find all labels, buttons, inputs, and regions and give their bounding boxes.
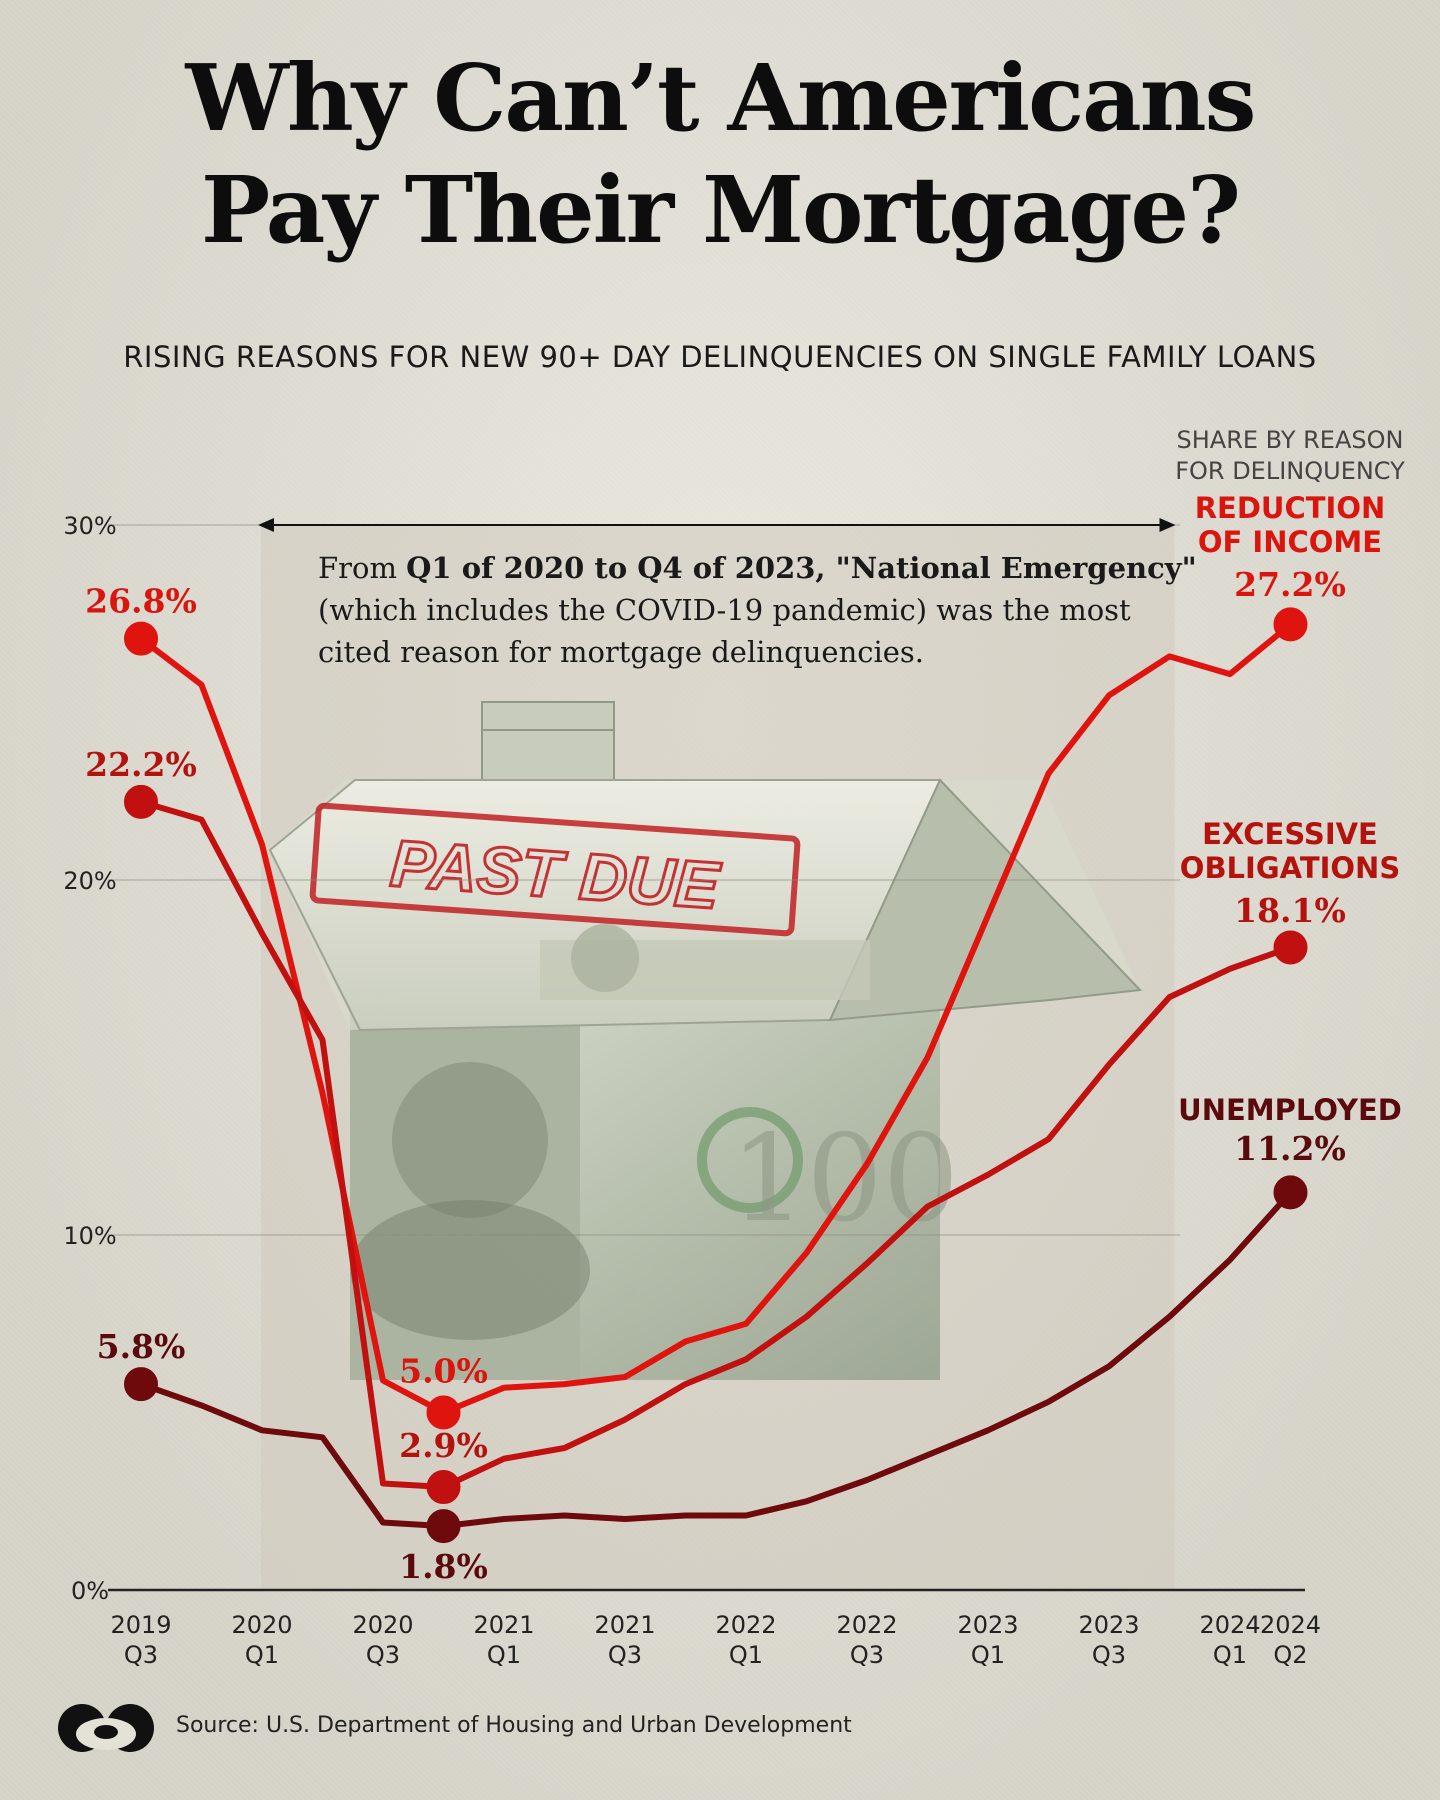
x-tick-year: 2020 <box>231 1611 292 1639</box>
arrow-head-left <box>258 518 274 532</box>
publisher-logo-icon <box>58 1704 154 1752</box>
x-tick-quarter: Q1 <box>729 1641 763 1669</box>
svg-text:100: 100 <box>730 1110 959 1249</box>
x-tick-year: 2023 <box>1078 1611 1139 1639</box>
arrow-head-right <box>1159 518 1176 532</box>
highlight-range-arrow <box>258 518 1176 532</box>
x-tick-year: 2024 <box>1199 1611 1260 1639</box>
end-value-label: 11.2% <box>1234 1129 1346 1168</box>
series-name-line1: UNEMPLOYED <box>1178 1093 1402 1127</box>
series-name-line2: OF INCOME <box>1198 525 1382 559</box>
series-name-line2: OBLIGATIONS <box>1180 851 1400 885</box>
annotation-line2: (which includes the COVID-19 pandemic) w… <box>318 593 1131 627</box>
x-tick-quarter: Q3 <box>850 1641 884 1669</box>
annotation-line1-bold: Q1 of 2020 to Q4 of 2023, "National Emer… <box>406 551 1197 585</box>
y-tick-label: 20% <box>63 867 116 895</box>
x-tick-quarter: Q3 <box>366 1641 400 1669</box>
data-point <box>1273 1175 1308 1210</box>
x-tick-quarter: Q1 <box>1213 1641 1247 1669</box>
data-point <box>124 1367 158 1402</box>
x-tick-quarter: Q1 <box>971 1641 1005 1669</box>
x-tick-quarter: Q2 <box>1273 1641 1307 1669</box>
trough-value-label: 5.0% <box>399 1352 488 1391</box>
data-point <box>426 1470 461 1505</box>
x-tick-year: 2020 <box>352 1611 413 1639</box>
start-value-label: 26.8% <box>85 582 197 621</box>
start-value-label: 5.8% <box>97 1327 186 1366</box>
data-point <box>124 621 158 656</box>
x-tick-quarter: Q1 <box>245 1641 279 1669</box>
x-tick-year: 2024 <box>1260 1611 1321 1639</box>
x-tick-quarter: Q1 <box>487 1641 521 1669</box>
x-tick-year: 2022 <box>715 1611 776 1639</box>
svg-text:From Q1 of 2020 to Q4 of 2023,: From Q1 of 2020 to Q4 of 2023, "National… <box>318 551 1197 585</box>
x-tick-year: 2021 <box>594 1611 655 1639</box>
data-point <box>1273 930 1308 965</box>
trough-value-label: 2.9% <box>399 1426 488 1465</box>
series-name-line1: EXCESSIVE <box>1202 817 1378 851</box>
end-value-label: 18.1% <box>1234 891 1346 930</box>
legend-heading-line1: SHARE BY REASON <box>1177 426 1404 454</box>
y-tick-label: 10% <box>63 1222 116 1250</box>
annotation-line3: cited reason for mortgage delinquencies. <box>318 635 924 669</box>
title-line-2: Pay Their Mortgage? <box>200 156 1241 264</box>
data-point <box>426 1395 461 1430</box>
x-tick-year: 2021 <box>473 1611 534 1639</box>
x-tick-year: 2023 <box>957 1611 1018 1639</box>
series-name-line1: REDUCTION <box>1195 491 1386 525</box>
annotation-line1-plain: From <box>318 551 406 585</box>
source-note: Source: U.S. Department of Housing and U… <box>176 1713 852 1738</box>
legend-heading-line2: FOR DELINQUENCY <box>1175 457 1405 485</box>
data-point <box>1273 607 1308 642</box>
x-tick-quarter: Q3 <box>1092 1641 1126 1669</box>
page-title: Why Can’t Americans Pay Their Mortgage? <box>0 42 1440 266</box>
series-line <box>138 798 1294 1490</box>
y-tick-label: 0% <box>71 1577 109 1605</box>
series-line <box>138 621 1294 1416</box>
data-point <box>124 784 158 819</box>
x-tick-year: 2022 <box>836 1611 897 1639</box>
data-point <box>426 1509 461 1544</box>
x-tick-year: 2019 <box>110 1611 171 1639</box>
y-tick-label: 30% <box>63 512 116 540</box>
page-subtitle: RISING REASONS FOR NEW 90+ DAY DELINQUEN… <box>123 340 1317 374</box>
end-value-label: 27.2% <box>1234 565 1346 604</box>
start-value-label: 22.2% <box>85 745 197 784</box>
trough-value-label: 1.8% <box>399 1547 488 1586</box>
x-tick-quarter: Q3 <box>124 1641 158 1669</box>
x-tick-quarter: Q3 <box>608 1641 642 1669</box>
series-line <box>138 1189 1294 1530</box>
title-line-1: Why Can’t Americans <box>185 44 1257 152</box>
annotation-text: From Q1 of 2020 to Q4 of 2023, "National… <box>318 551 1197 669</box>
